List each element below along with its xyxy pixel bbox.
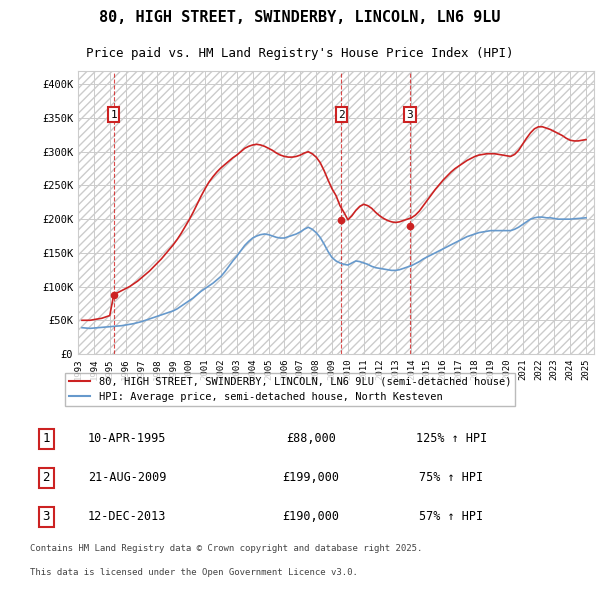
Text: £88,000: £88,000 [286, 432, 336, 445]
Text: £199,000: £199,000 [283, 471, 340, 484]
Point [109, 290, 119, 299]
Text: 57% ↑ HPI: 57% ↑ HPI [419, 510, 483, 523]
Text: 21-AUG-2009: 21-AUG-2009 [88, 471, 166, 484]
Point [405, 221, 415, 231]
Legend: 80, HIGH STREET, SWINDERBY, LINCOLN, LN6 9LU (semi-detached house), HPI: Average: 80, HIGH STREET, SWINDERBY, LINCOLN, LN6… [65, 373, 515, 406]
Text: 125% ↑ HPI: 125% ↑ HPI [416, 432, 487, 445]
Text: 75% ↑ HPI: 75% ↑ HPI [419, 471, 483, 484]
Text: 3: 3 [43, 510, 50, 523]
Text: 12-DEC-2013: 12-DEC-2013 [88, 510, 166, 523]
Text: 1: 1 [110, 110, 117, 120]
Text: Contains HM Land Registry data © Crown copyright and database right 2025.: Contains HM Land Registry data © Crown c… [30, 544, 422, 553]
Text: 80, HIGH STREET, SWINDERBY, LINCOLN, LN6 9LU: 80, HIGH STREET, SWINDERBY, LINCOLN, LN6… [99, 10, 501, 25]
Text: 2: 2 [43, 471, 50, 484]
Text: Price paid vs. HM Land Registry's House Price Index (HPI): Price paid vs. HM Land Registry's House … [86, 47, 514, 60]
Text: 3: 3 [407, 110, 413, 120]
Text: This data is licensed under the Open Government Licence v3.0.: This data is licensed under the Open Gov… [30, 568, 358, 577]
Text: 10-APR-1995: 10-APR-1995 [88, 432, 166, 445]
Point [337, 215, 346, 225]
Text: 2: 2 [338, 110, 344, 120]
Text: 1: 1 [43, 432, 50, 445]
Text: £190,000: £190,000 [283, 510, 340, 523]
